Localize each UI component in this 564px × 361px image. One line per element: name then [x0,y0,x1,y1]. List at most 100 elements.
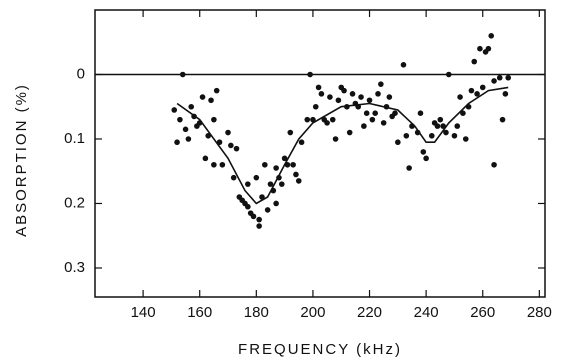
data-point [378,81,384,87]
x-tick-label: 180 [244,304,269,321]
data-point [267,181,274,187]
data-point [324,120,330,126]
data-point [369,116,376,123]
data-point [174,139,180,146]
x-tick-label: 240 [414,304,439,321]
data-point [287,129,294,136]
data-point [219,161,226,168]
data-point [341,87,347,94]
data-point [202,155,209,162]
x-tick-label: 280 [527,304,552,321]
x-tick-label: 160 [187,304,212,321]
data-point [420,149,427,155]
plot-frame [94,9,546,298]
data-point [259,194,265,200]
data-point [457,94,463,100]
data-point [179,71,186,78]
data-point [228,142,234,149]
data-point [462,136,469,142]
data-point [386,94,393,100]
data-point [278,181,285,187]
data-point [403,132,410,139]
data-point [256,223,262,229]
data-point [485,45,492,52]
x-tick-label: 220 [357,304,382,321]
data-point [211,116,217,123]
data-point [188,103,195,110]
y-tick-label: 0.2 [64,194,85,211]
data-point [245,203,251,210]
data-point [380,120,387,126]
data-point [468,87,475,94]
data-point [491,78,497,84]
x-tick-label: 140 [131,304,156,321]
data-point [213,87,220,94]
data-point [502,91,509,97]
y-axis-label: ABSORPTION (%) [13,83,30,237]
data-point [445,71,452,78]
data-point [474,91,480,97]
data-point [505,74,512,81]
y-tick-label: 0 [77,65,85,82]
data-point [304,116,311,123]
data-point [406,165,412,171]
data-point [290,161,296,168]
data-point [273,200,279,207]
data-point [310,116,316,123]
data-point [372,110,378,116]
data-point [327,94,333,100]
data-point [233,145,240,152]
data-point [392,110,398,116]
data-point [451,132,458,139]
data-point [471,58,478,65]
data-point [488,32,495,39]
x-tick-label: 260 [470,304,495,321]
x-tick-label: 200 [300,304,325,321]
data-point [443,129,449,136]
data-point [182,126,189,133]
data-point [211,161,217,168]
data-point [273,165,279,171]
y-tick-label: 0.3 [64,259,85,276]
data-point [250,213,257,220]
fit-curve [176,86,509,205]
data-point [293,171,299,178]
data-point [477,45,483,52]
x-axis-label: FREQUENCY (kHz) [238,341,402,358]
data-point [230,174,237,181]
data-point [171,107,178,113]
data-point [264,207,271,213]
data-point [479,84,486,91]
data-point [177,116,183,123]
data-point [307,71,313,78]
data-point [295,178,302,184]
data-point [199,94,206,100]
data-point [281,155,288,162]
data-point [428,132,435,139]
data-point [208,97,214,104]
data-point [225,129,231,136]
data-point [245,181,251,187]
data-point [460,110,466,116]
data-point [400,62,407,68]
data-point [349,91,356,97]
data-point [491,161,497,168]
data-point [361,123,367,129]
data-point [437,116,444,123]
data-point [298,139,305,146]
data-point [395,139,401,146]
data-point [454,123,461,129]
data-point [253,174,260,181]
data-point [375,91,381,97]
data-point [363,110,370,116]
data-point [329,116,336,123]
data-point [315,84,322,91]
data-point [417,110,424,116]
data-point [366,97,373,104]
data-point [499,116,506,123]
data-point [434,123,441,129]
data-point [262,161,268,168]
data-point [185,136,192,142]
data-point [256,216,262,223]
